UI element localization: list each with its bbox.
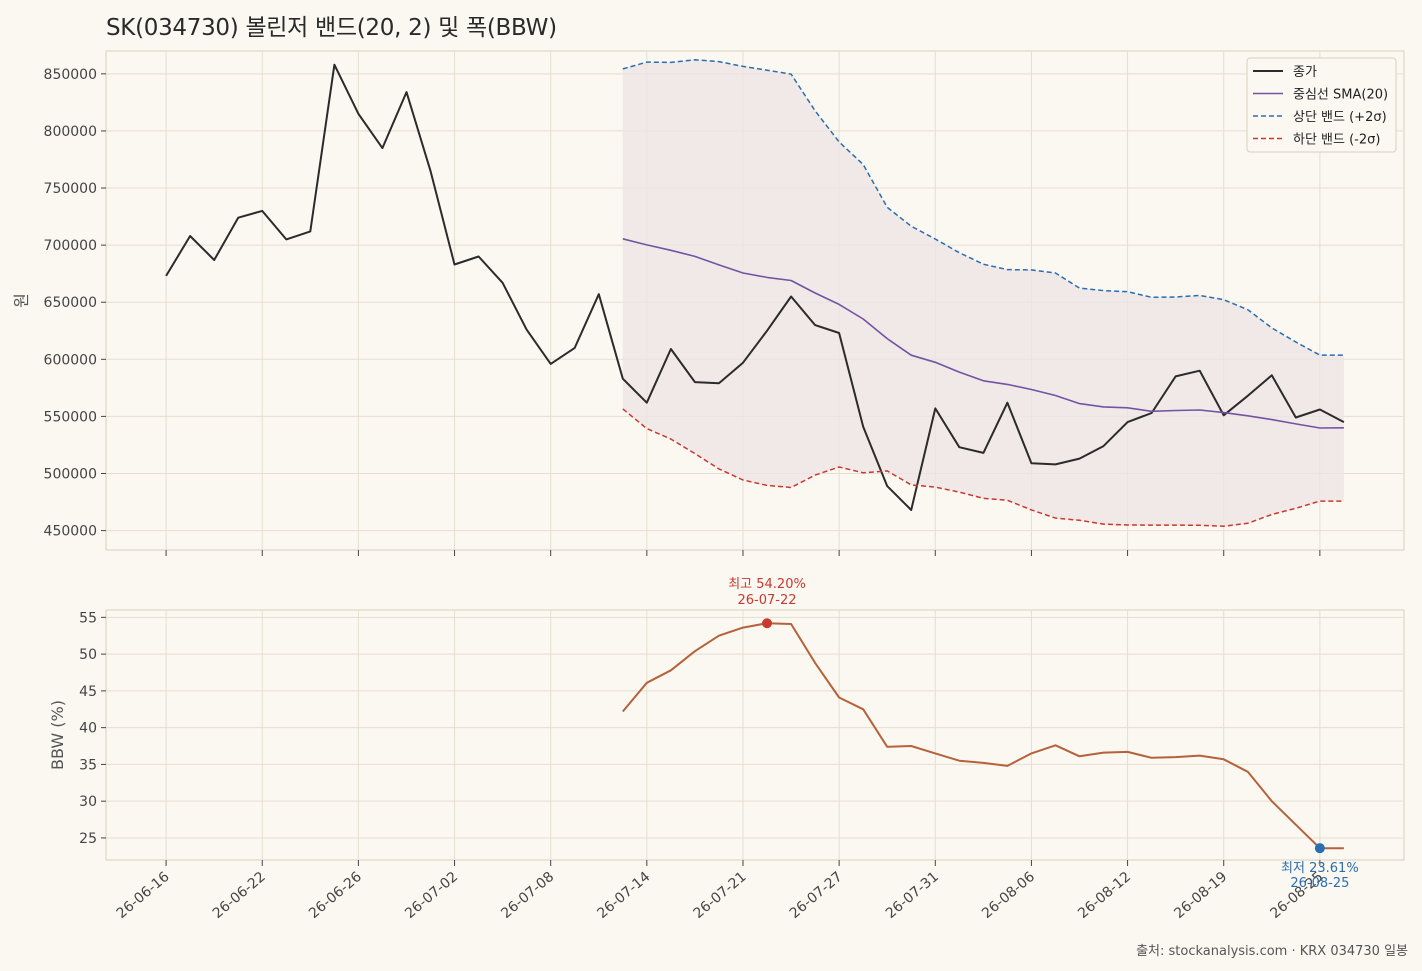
price-y-tick-label: 850000 bbox=[44, 67, 97, 83]
bbw-min-marker bbox=[1314, 843, 1325, 854]
price-series bbox=[165, 59, 1345, 527]
price-y-tick-label: 750000 bbox=[44, 181, 97, 197]
legend-label: 상단 밴드 (+2σ) bbox=[1293, 110, 1387, 125]
price-y-tick-label: 550000 bbox=[44, 409, 97, 425]
legend-label: 종가 bbox=[1293, 65, 1317, 80]
price-y-tick-label: 600000 bbox=[44, 352, 97, 368]
bbw-y-tick-label: 55 bbox=[79, 610, 97, 626]
annotations: 최고 54.20%26-07-22 최저 23.61%26-08-25 bbox=[728, 577, 1358, 891]
price-y-tick-label: 700000 bbox=[44, 238, 97, 254]
bbw-series bbox=[622, 622, 1344, 850]
x-tick-label: 26-08-12 bbox=[1075, 869, 1134, 922]
price-y-tick-label: 800000 bbox=[44, 124, 97, 140]
x-tick-label: 26-07-02 bbox=[402, 869, 461, 922]
legend-box bbox=[1246, 57, 1397, 153]
x-tick-label: 26-06-26 bbox=[306, 869, 365, 922]
bbw-plot-area bbox=[105, 609, 1405, 861]
upper-band-line bbox=[622, 59, 1344, 356]
legend-label: 중심선 SMA(20) bbox=[1293, 88, 1388, 103]
x-tick-label: 26-07-08 bbox=[498, 869, 557, 922]
x-tick-label: 26-07-14 bbox=[594, 869, 653, 922]
sma20-line bbox=[622, 238, 1344, 429]
x-tick-label: 26-07-21 bbox=[691, 869, 750, 922]
bbw-y-tick-label: 50 bbox=[79, 647, 97, 663]
bbw-y-tick-label: 35 bbox=[79, 757, 97, 773]
x-tick-label: 26-06-16 bbox=[114, 869, 173, 922]
price-y-tick-label: 500000 bbox=[44, 466, 97, 482]
bbw-y-tick-label: 30 bbox=[79, 794, 97, 810]
price-y-tick-label: 450000 bbox=[44, 524, 97, 540]
price-y-tick-label: 650000 bbox=[44, 295, 97, 311]
price-y-axis-label: 원 bbox=[12, 293, 31, 308]
bbw-max-date: 26-07-22 bbox=[738, 593, 797, 608]
x-tick-label: 26-07-31 bbox=[883, 869, 942, 922]
source-note: 출처: stockanalysis.com · KRX 034730 일봉 bbox=[1136, 944, 1408, 959]
bollinger-band-fill bbox=[622, 59, 1344, 527]
lower-band-line bbox=[622, 408, 1344, 527]
x-tick-label: 26-08-06 bbox=[979, 869, 1038, 922]
chart-title: SK(034730) 볼린저 밴드(20, 2) 및 폭(BBW) bbox=[106, 15, 557, 41]
bbw-grid bbox=[106, 610, 1404, 860]
bbw-y-tick-label: 45 bbox=[79, 684, 97, 700]
bbw-y-tick-label: 25 bbox=[79, 831, 97, 847]
legend-label: 하단 밴드 (-2σ) bbox=[1293, 133, 1380, 148]
x-tick-label: 26-07-27 bbox=[787, 869, 846, 922]
bbw-max-marker bbox=[762, 618, 773, 629]
x-tick-label: 26-06-22 bbox=[210, 869, 269, 922]
bbw-min-date: 26-08-25 bbox=[1290, 876, 1349, 891]
bbw-y-axis-label: BBW (%) bbox=[48, 700, 67, 770]
close-price-line bbox=[165, 63, 1345, 511]
bbw-line bbox=[622, 622, 1344, 850]
x-tick-label: 26-08-19 bbox=[1171, 869, 1230, 922]
bbw-y-tick-label: 40 bbox=[79, 721, 97, 737]
bbw-max-label: 최고 54.20% bbox=[728, 577, 806, 592]
bbw-min-label: 최저 23.61% bbox=[1281, 861, 1359, 876]
